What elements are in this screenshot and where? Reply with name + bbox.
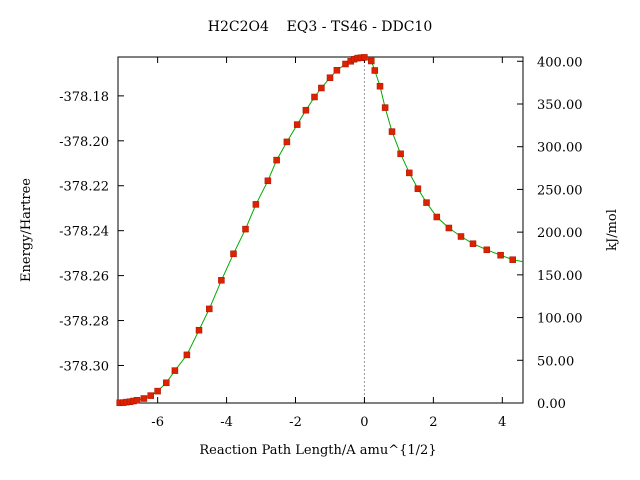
y-tick-label: -378.22 bbox=[59, 180, 109, 195]
data-point bbox=[147, 392, 154, 399]
data-point bbox=[361, 54, 368, 61]
y2-tick-label: 250.00 bbox=[537, 183, 583, 198]
data-point bbox=[230, 250, 237, 258]
data-point bbox=[497, 251, 504, 259]
y-tick-label: -378.18 bbox=[59, 90, 109, 105]
y-axis-label: Energy/Hartree bbox=[19, 178, 34, 282]
series-line bbox=[119, 56, 524, 404]
data-point bbox=[457, 233, 465, 240]
data-point bbox=[283, 138, 291, 146]
y-tick-label: -378.24 bbox=[59, 225, 109, 240]
data-point bbox=[218, 277, 225, 284]
data-point bbox=[242, 225, 249, 233]
data-point bbox=[376, 82, 384, 90]
data-point bbox=[414, 185, 422, 192]
x-tick-label: 2 bbox=[429, 415, 437, 430]
x-tick-label: -2 bbox=[289, 415, 302, 430]
y2-tick-label: 0.00 bbox=[537, 397, 566, 412]
y2-tick-label: 200.00 bbox=[537, 226, 583, 241]
data-point bbox=[302, 106, 310, 114]
data-point bbox=[195, 326, 203, 334]
data-point bbox=[445, 224, 453, 232]
data-point bbox=[311, 93, 318, 101]
data-point bbox=[133, 397, 141, 404]
y-tick-label: -378.26 bbox=[59, 270, 109, 285]
data-point bbox=[388, 128, 396, 135]
y-tick-label: -378.30 bbox=[59, 359, 109, 374]
y2-tick-label: 350.00 bbox=[537, 98, 583, 113]
chart-title: H2C2O4 EQ3 - TS46 - DDC10 bbox=[208, 19, 433, 35]
data-point bbox=[293, 121, 301, 128]
data-point bbox=[183, 351, 191, 359]
y-tick-label: -378.28 bbox=[59, 315, 109, 330]
data-point bbox=[318, 84, 325, 92]
data-point bbox=[433, 213, 441, 221]
x-tick-label: 4 bbox=[498, 415, 506, 430]
y2-tick-label: 150.00 bbox=[537, 269, 583, 284]
y2-tick-label: 400.00 bbox=[537, 55, 583, 70]
data-point bbox=[509, 256, 516, 263]
plot-frame bbox=[117, 56, 524, 404]
y2-axis-label: kJ/mol bbox=[605, 209, 620, 251]
x-tick-label: -4 bbox=[220, 415, 233, 430]
y2-tick-label: 50.00 bbox=[537, 354, 574, 369]
data-point bbox=[371, 67, 379, 74]
y2-tick-label: 100.00 bbox=[537, 312, 583, 327]
data-point bbox=[252, 201, 260, 208]
data-point bbox=[381, 104, 389, 111]
x-tick-label: 0 bbox=[360, 415, 368, 430]
x-axis-label: Reaction Path Length/A amu^{1/2} bbox=[199, 443, 436, 458]
data-point bbox=[140, 395, 148, 402]
data-point bbox=[163, 379, 170, 387]
data-point bbox=[469, 240, 477, 247]
data-point bbox=[483, 246, 491, 254]
data-point bbox=[326, 74, 334, 81]
x-tick-label: -6 bbox=[151, 415, 164, 430]
y-tick-label: -378.20 bbox=[59, 135, 109, 150]
data-point bbox=[333, 67, 341, 74]
y2-tick-label: 300.00 bbox=[537, 141, 583, 156]
data-point bbox=[273, 156, 280, 164]
data-point bbox=[368, 57, 375, 65]
data-point bbox=[171, 367, 179, 374]
data-point bbox=[423, 199, 430, 206]
data-point bbox=[264, 177, 272, 185]
data-point bbox=[206, 305, 213, 313]
data-point bbox=[154, 387, 161, 395]
data-point bbox=[406, 169, 413, 177]
data-point bbox=[397, 150, 404, 158]
